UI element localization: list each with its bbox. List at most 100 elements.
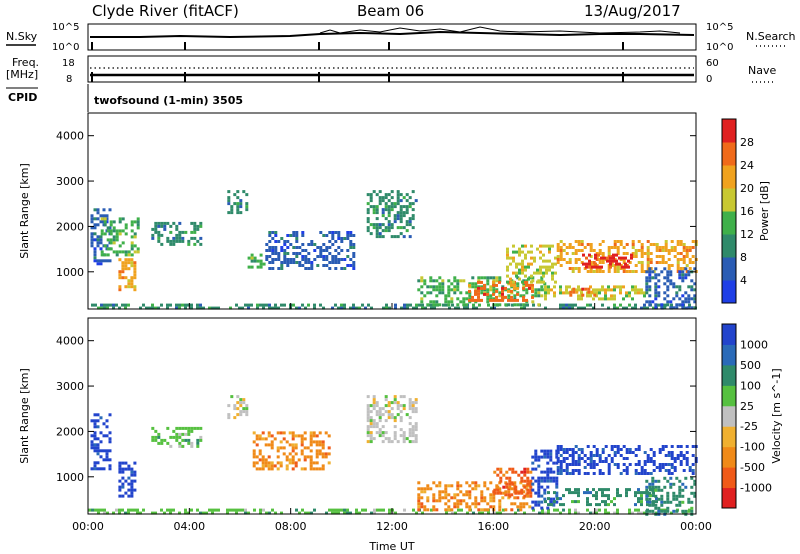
power-cell xyxy=(595,264,599,267)
power-cell xyxy=(607,255,611,258)
velocity-cell xyxy=(133,488,137,492)
power-cell xyxy=(268,267,272,270)
power-cell xyxy=(489,297,493,301)
velocity-cell xyxy=(252,455,256,459)
power-cell xyxy=(618,262,621,266)
velocity-cell xyxy=(258,467,262,471)
velocity-cell xyxy=(375,404,379,408)
power-cell xyxy=(340,258,344,261)
velocity-cell xyxy=(480,499,484,503)
power-colorbar-tick: 16 xyxy=(740,205,754,218)
power-cell xyxy=(274,240,278,243)
power-cell xyxy=(236,208,240,212)
power-cell xyxy=(542,259,545,263)
power-cell xyxy=(530,280,533,284)
velocity-cell xyxy=(252,449,256,453)
power-cell xyxy=(486,279,490,283)
velocity-cell xyxy=(108,458,112,462)
power-cell xyxy=(616,267,620,270)
power-cell xyxy=(393,235,397,239)
power-cell xyxy=(521,244,524,248)
velocity-cell xyxy=(396,407,400,411)
power-cell xyxy=(378,235,382,239)
power-cell xyxy=(539,268,542,272)
velocity-cell xyxy=(402,437,406,441)
power-cell xyxy=(693,300,697,304)
power-cell xyxy=(516,285,520,289)
power-cell xyxy=(559,255,563,258)
velocity-cell xyxy=(276,467,280,471)
velocity-cell xyxy=(444,487,448,491)
power-cell xyxy=(604,297,607,301)
velocity-cell xyxy=(546,455,550,459)
velocity-cell xyxy=(505,482,509,486)
velocity-cell xyxy=(510,487,514,491)
power-cell xyxy=(616,306,619,310)
velocity-cell xyxy=(625,472,629,475)
power-cell xyxy=(477,292,480,296)
velocity-cell xyxy=(549,452,553,456)
velocity-cell xyxy=(688,466,692,469)
power-cell xyxy=(438,291,442,295)
power-cell xyxy=(343,306,346,310)
velocity-cell xyxy=(393,395,397,399)
power-cell xyxy=(163,224,167,228)
power-cell xyxy=(375,235,379,239)
velocity-cell xyxy=(372,404,376,408)
power-cell xyxy=(169,242,173,246)
power-cell xyxy=(592,297,595,301)
power-cell xyxy=(483,283,486,287)
power-cell xyxy=(685,270,689,273)
velocity-cell xyxy=(157,432,161,436)
power-cell xyxy=(510,283,513,287)
velocity-cell xyxy=(285,464,289,468)
velocity-cell xyxy=(291,446,295,450)
velocity-cell xyxy=(420,496,424,500)
velocity-cell xyxy=(438,493,442,497)
velocity-cell xyxy=(637,508,640,512)
velocity-cell xyxy=(378,413,382,417)
power-cell xyxy=(648,267,652,271)
power-cell xyxy=(574,252,578,255)
velocity-cell xyxy=(372,398,376,402)
velocity-cell xyxy=(130,479,134,483)
power-colorbar-swatch xyxy=(722,211,736,235)
velocity-cell xyxy=(121,508,124,512)
power-cell xyxy=(193,224,197,228)
power-cell xyxy=(259,253,263,257)
velocity-cell xyxy=(555,452,559,456)
power-cell xyxy=(645,291,649,295)
velocity-cell xyxy=(562,457,566,460)
power-cell xyxy=(384,229,388,233)
power-cell xyxy=(551,277,554,281)
velocity-cell xyxy=(196,426,200,430)
velocity-cell xyxy=(255,455,259,459)
velocity-cell xyxy=(447,508,451,512)
velocity-cell xyxy=(637,500,640,504)
power-cell xyxy=(565,246,569,249)
power-cell xyxy=(562,306,565,310)
power-cell xyxy=(283,240,287,243)
power-cell xyxy=(569,293,573,297)
velocity-cell xyxy=(556,445,560,448)
power-cell xyxy=(402,235,406,239)
velocity-cell xyxy=(297,434,301,438)
velocity-cell xyxy=(510,493,514,497)
velocity-cell xyxy=(187,426,191,430)
power-cell xyxy=(301,243,305,246)
velocity-cell xyxy=(538,511,541,515)
velocity-cell xyxy=(366,416,370,420)
power-cell xyxy=(568,261,572,264)
velocity-cell xyxy=(435,508,439,512)
velocity-cell xyxy=(693,491,697,495)
velocity-cell xyxy=(384,437,388,441)
velocity-cell xyxy=(242,401,246,405)
power-cell xyxy=(352,246,356,249)
velocity-cell xyxy=(598,469,602,472)
power-cell xyxy=(664,249,668,252)
power-cell xyxy=(669,273,673,277)
power-cell xyxy=(334,267,338,270)
power-cell xyxy=(628,303,631,307)
power-cell xyxy=(456,279,460,283)
velocity-cell xyxy=(586,472,590,475)
